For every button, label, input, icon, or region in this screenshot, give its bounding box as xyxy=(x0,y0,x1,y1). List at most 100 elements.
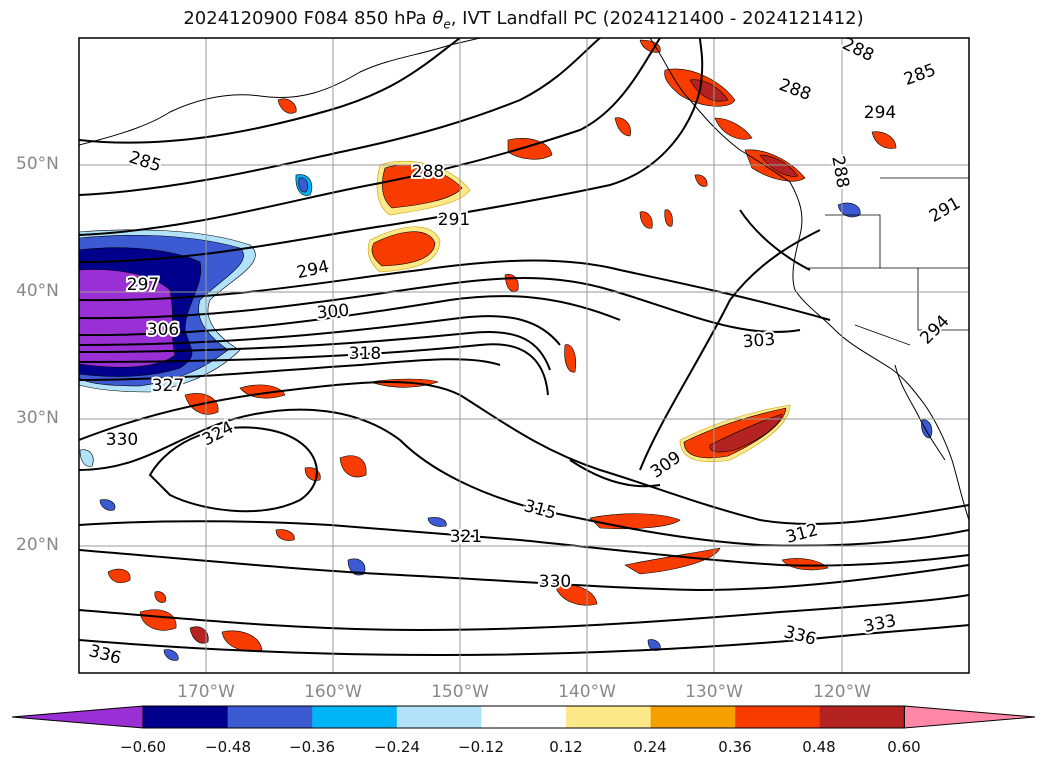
contour-line xyxy=(79,594,969,632)
colorbar-tick: −0.36 xyxy=(289,738,335,756)
state-borders xyxy=(808,177,969,346)
pc-shading-patch xyxy=(921,419,933,439)
pc-shading-patch xyxy=(624,547,721,575)
contour-line xyxy=(639,229,821,471)
contour-label: 303 xyxy=(742,330,776,353)
colorbar-tick: 0.60 xyxy=(887,738,921,756)
contour-line xyxy=(79,38,704,263)
north-america-coastline xyxy=(649,38,969,521)
pc-shading-patch xyxy=(639,39,661,53)
lon-label-140w: 140°W xyxy=(558,682,616,702)
contour-line xyxy=(79,520,969,567)
contour-label: 330 xyxy=(539,572,571,592)
pc-shading-patch xyxy=(781,558,829,571)
pc-shading-patch xyxy=(221,630,263,652)
alaska-coastline xyxy=(79,38,481,146)
contour-line xyxy=(569,459,661,488)
pc-shading-patch xyxy=(664,209,673,227)
pc-shading-patch xyxy=(298,177,309,193)
colorbar-extend-low xyxy=(11,705,144,729)
contour-line xyxy=(79,549,969,592)
baja-coastline xyxy=(894,364,946,461)
contour-line xyxy=(79,381,969,526)
colorbar-tick: −0.24 xyxy=(374,738,420,756)
colorbar-segment xyxy=(566,706,652,728)
title-prefix: 2024120900 F084 850 hPa xyxy=(183,8,433,29)
lat-label-30n: 30°N xyxy=(16,408,59,428)
contour-line xyxy=(148,426,318,513)
contour-line xyxy=(79,38,461,144)
colorbar-segment xyxy=(143,706,229,728)
map-frame xyxy=(78,37,970,674)
graticule xyxy=(79,38,969,673)
lon-label-130w: 130°W xyxy=(685,682,743,702)
pc-shading-patch xyxy=(347,558,366,576)
lon-label-170w: 170°W xyxy=(177,682,235,702)
colorbar xyxy=(11,705,1036,729)
colorbar-segment xyxy=(650,706,736,728)
pc-shading-patch xyxy=(154,591,167,603)
pc-shading-patch xyxy=(139,609,177,631)
pc-shading-patch xyxy=(371,231,436,267)
contour-label: 297 xyxy=(127,275,159,295)
colorbar-tick: −0.12 xyxy=(458,738,504,756)
contour-line xyxy=(79,38,661,236)
contour-line xyxy=(739,209,811,271)
pc-shading-patch xyxy=(427,517,447,527)
pc-shading-patch xyxy=(709,413,783,453)
pc-shading-patch xyxy=(614,117,631,137)
colorbar-tick: 0.12 xyxy=(549,738,583,756)
contour-line xyxy=(79,315,561,346)
colorbar-segment xyxy=(312,706,398,728)
contour-line xyxy=(79,343,549,396)
colorbar-tick: 0.48 xyxy=(802,738,836,756)
lon-label-160w: 160°W xyxy=(304,682,362,702)
figure-title: 2024120900 F084 850 hPa θe, IVT Landfall… xyxy=(0,8,1047,32)
coastline-layer xyxy=(79,38,969,521)
colorbar-frame xyxy=(142,705,905,729)
colorbar-segment xyxy=(227,706,313,728)
pc-shading-patch xyxy=(694,174,708,187)
pc-shading-patch xyxy=(107,568,131,584)
pc-shading-patch xyxy=(79,449,94,467)
contour-label: 291 xyxy=(438,210,470,230)
contour-line xyxy=(79,259,831,321)
contour-label: 321 xyxy=(450,527,482,547)
contour-line xyxy=(79,358,501,381)
lat-label-50n: 50°N xyxy=(16,154,59,174)
pc-shading-patch xyxy=(277,98,297,114)
pc-shading-patch xyxy=(714,117,753,140)
contour-line xyxy=(79,277,801,333)
pc-shading-patch xyxy=(99,499,116,511)
title-theta: θ xyxy=(432,8,444,29)
pc-shading-patch xyxy=(382,164,463,209)
lon-label-120w: 120°W xyxy=(813,682,871,702)
pc-shading-patch xyxy=(189,626,209,644)
pc-shading-patch xyxy=(339,455,367,478)
contour-line xyxy=(79,331,551,371)
contour-label: 294 xyxy=(864,103,896,123)
lon-label-150w: 150°W xyxy=(431,682,489,702)
contour-label: 318 xyxy=(349,344,381,364)
contour-line xyxy=(79,38,601,196)
pc-shading-patch xyxy=(639,211,653,229)
contour-line xyxy=(79,295,621,337)
colorbar-extend-high xyxy=(903,705,1036,729)
colorbar-tick: 0.24 xyxy=(633,738,667,756)
theta-e-contour-layer xyxy=(79,38,969,657)
contour-label: 306 xyxy=(147,320,179,340)
title-theta-subscript: e xyxy=(443,17,451,32)
colorbar-segment xyxy=(396,706,482,728)
contour-label: 330 xyxy=(106,430,138,450)
lat-label-20n: 20°N xyxy=(16,535,59,555)
title-suffix: , IVT Landfall PC (2024121400 - 20241214… xyxy=(450,8,864,29)
pc-shading-patch xyxy=(507,138,553,160)
lat-label-40n: 40°N xyxy=(16,281,59,301)
contour-label: 327 xyxy=(152,376,184,396)
pc-shading-patch xyxy=(275,529,295,541)
contour-line xyxy=(79,624,969,657)
colorbar-tick: 0.36 xyxy=(718,738,752,756)
contour-label: 300 xyxy=(316,301,350,324)
colorbar-segment xyxy=(735,706,821,728)
